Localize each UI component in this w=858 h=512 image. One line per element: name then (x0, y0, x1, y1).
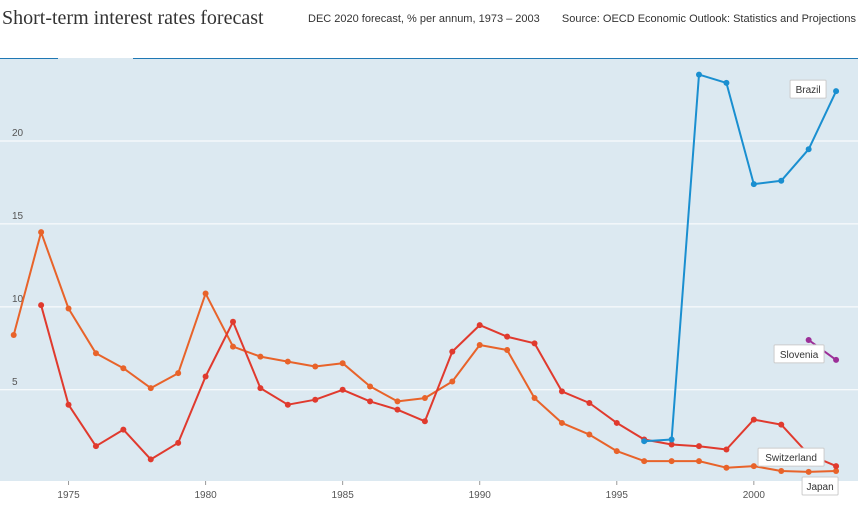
x-tick-label: 2000 (743, 490, 766, 501)
data-point (613, 448, 620, 455)
data-point (257, 353, 264, 360)
data-point (65, 401, 72, 408)
plot-background (0, 58, 858, 481)
chart-area: 5 10 15 20 1975 1980 1985 1990 1995 2000 Brazil Slo… (0, 58, 858, 507)
data-point (750, 416, 757, 423)
series-line-brazil (644, 73, 838, 443)
x-tick-label: 1990 (469, 490, 492, 501)
data-point (778, 421, 785, 428)
data-point (367, 383, 374, 390)
data-point (284, 358, 291, 365)
series-label-box (773, 344, 825, 364)
data-point (641, 438, 648, 445)
data-point (668, 441, 675, 448)
data-point (504, 333, 511, 340)
chart-title: Short-term interest rates forecast (2, 7, 264, 29)
data-point (613, 419, 620, 426)
y-tick-label: 15 (12, 211, 24, 222)
data-point (312, 396, 319, 403)
data-point (586, 400, 593, 407)
series-label-japan: Japan (806, 482, 833, 493)
data-point (833, 88, 840, 95)
series-label-brazil: Brazil (796, 85, 821, 96)
chart-header: Short-term interest rates forecast DEC 2… (0, 0, 858, 40)
data-point (641, 458, 648, 465)
data-point (586, 431, 593, 438)
data-point (202, 290, 209, 297)
y-tick-label: 5 (12, 377, 18, 388)
data-point (449, 378, 456, 385)
data-point (394, 398, 401, 405)
x-tick-label: 1995 (606, 490, 629, 501)
data-point (449, 348, 456, 355)
data-point (312, 363, 319, 370)
data-point (476, 322, 483, 329)
data-point (833, 356, 840, 363)
data-point (696, 71, 703, 78)
data-point (230, 318, 237, 325)
y-tick-label: 20 (12, 128, 24, 139)
data-point (750, 463, 757, 470)
data-point (668, 458, 675, 465)
data-point (805, 146, 812, 153)
series-label-box (757, 447, 825, 467)
line-chart: 5 10 15 20 1975 1980 1985 1990 1995 2000 Brazil Slo… (0, 58, 858, 501)
data-point (38, 229, 45, 236)
data-point (504, 346, 511, 353)
data-point (778, 468, 785, 475)
series-label-switzerland: Switzerland (765, 453, 817, 464)
data-point (147, 385, 154, 392)
data-point (421, 418, 428, 425)
data-point (92, 350, 99, 357)
y-tick-label: 10 (12, 294, 24, 305)
data-point (476, 341, 483, 348)
data-point (421, 395, 428, 402)
data-point (202, 373, 209, 380)
data-point (367, 398, 374, 405)
data-point (778, 177, 785, 184)
data-point (38, 302, 45, 309)
data-point (175, 370, 182, 377)
data-point (558, 388, 565, 395)
data-point (805, 337, 812, 343)
data-point (120, 365, 127, 372)
data-point (558, 419, 565, 426)
data-point (257, 385, 264, 392)
series-line-switzerland (40, 304, 837, 468)
data-point (696, 458, 703, 465)
data-point (394, 406, 401, 413)
data-point (120, 426, 127, 433)
x-tick-label: 1980 (194, 490, 217, 501)
chart-source: Source: OECD Economic Outlook: Statistic… (561, 13, 856, 25)
data-point (723, 79, 730, 86)
data-point (284, 401, 291, 408)
data-point (668, 436, 675, 443)
series-label-box (789, 79, 827, 99)
series-label-slovenia: Slovenia (780, 350, 819, 361)
chart-subtitle: DEC 2020 forecast, % per annum, 1973 – 2… (308, 13, 540, 25)
data-point (750, 181, 757, 188)
data-point (175, 439, 182, 446)
data-point (805, 468, 812, 475)
data-point (833, 463, 840, 470)
data-point (92, 443, 99, 450)
data-point (339, 360, 346, 367)
x-tick-label: 1985 (332, 490, 355, 501)
data-point (696, 443, 703, 450)
data-point (723, 464, 730, 471)
data-point (65, 305, 72, 312)
data-point (723, 446, 730, 453)
data-point (833, 468, 840, 475)
data-point (531, 340, 538, 347)
data-point (531, 395, 538, 402)
data-point (339, 386, 346, 393)
data-point (10, 332, 17, 339)
x-tick-label: 1975 (57, 490, 80, 501)
series-label-box (801, 476, 839, 496)
data-point (230, 343, 237, 350)
data-point (147, 456, 154, 463)
